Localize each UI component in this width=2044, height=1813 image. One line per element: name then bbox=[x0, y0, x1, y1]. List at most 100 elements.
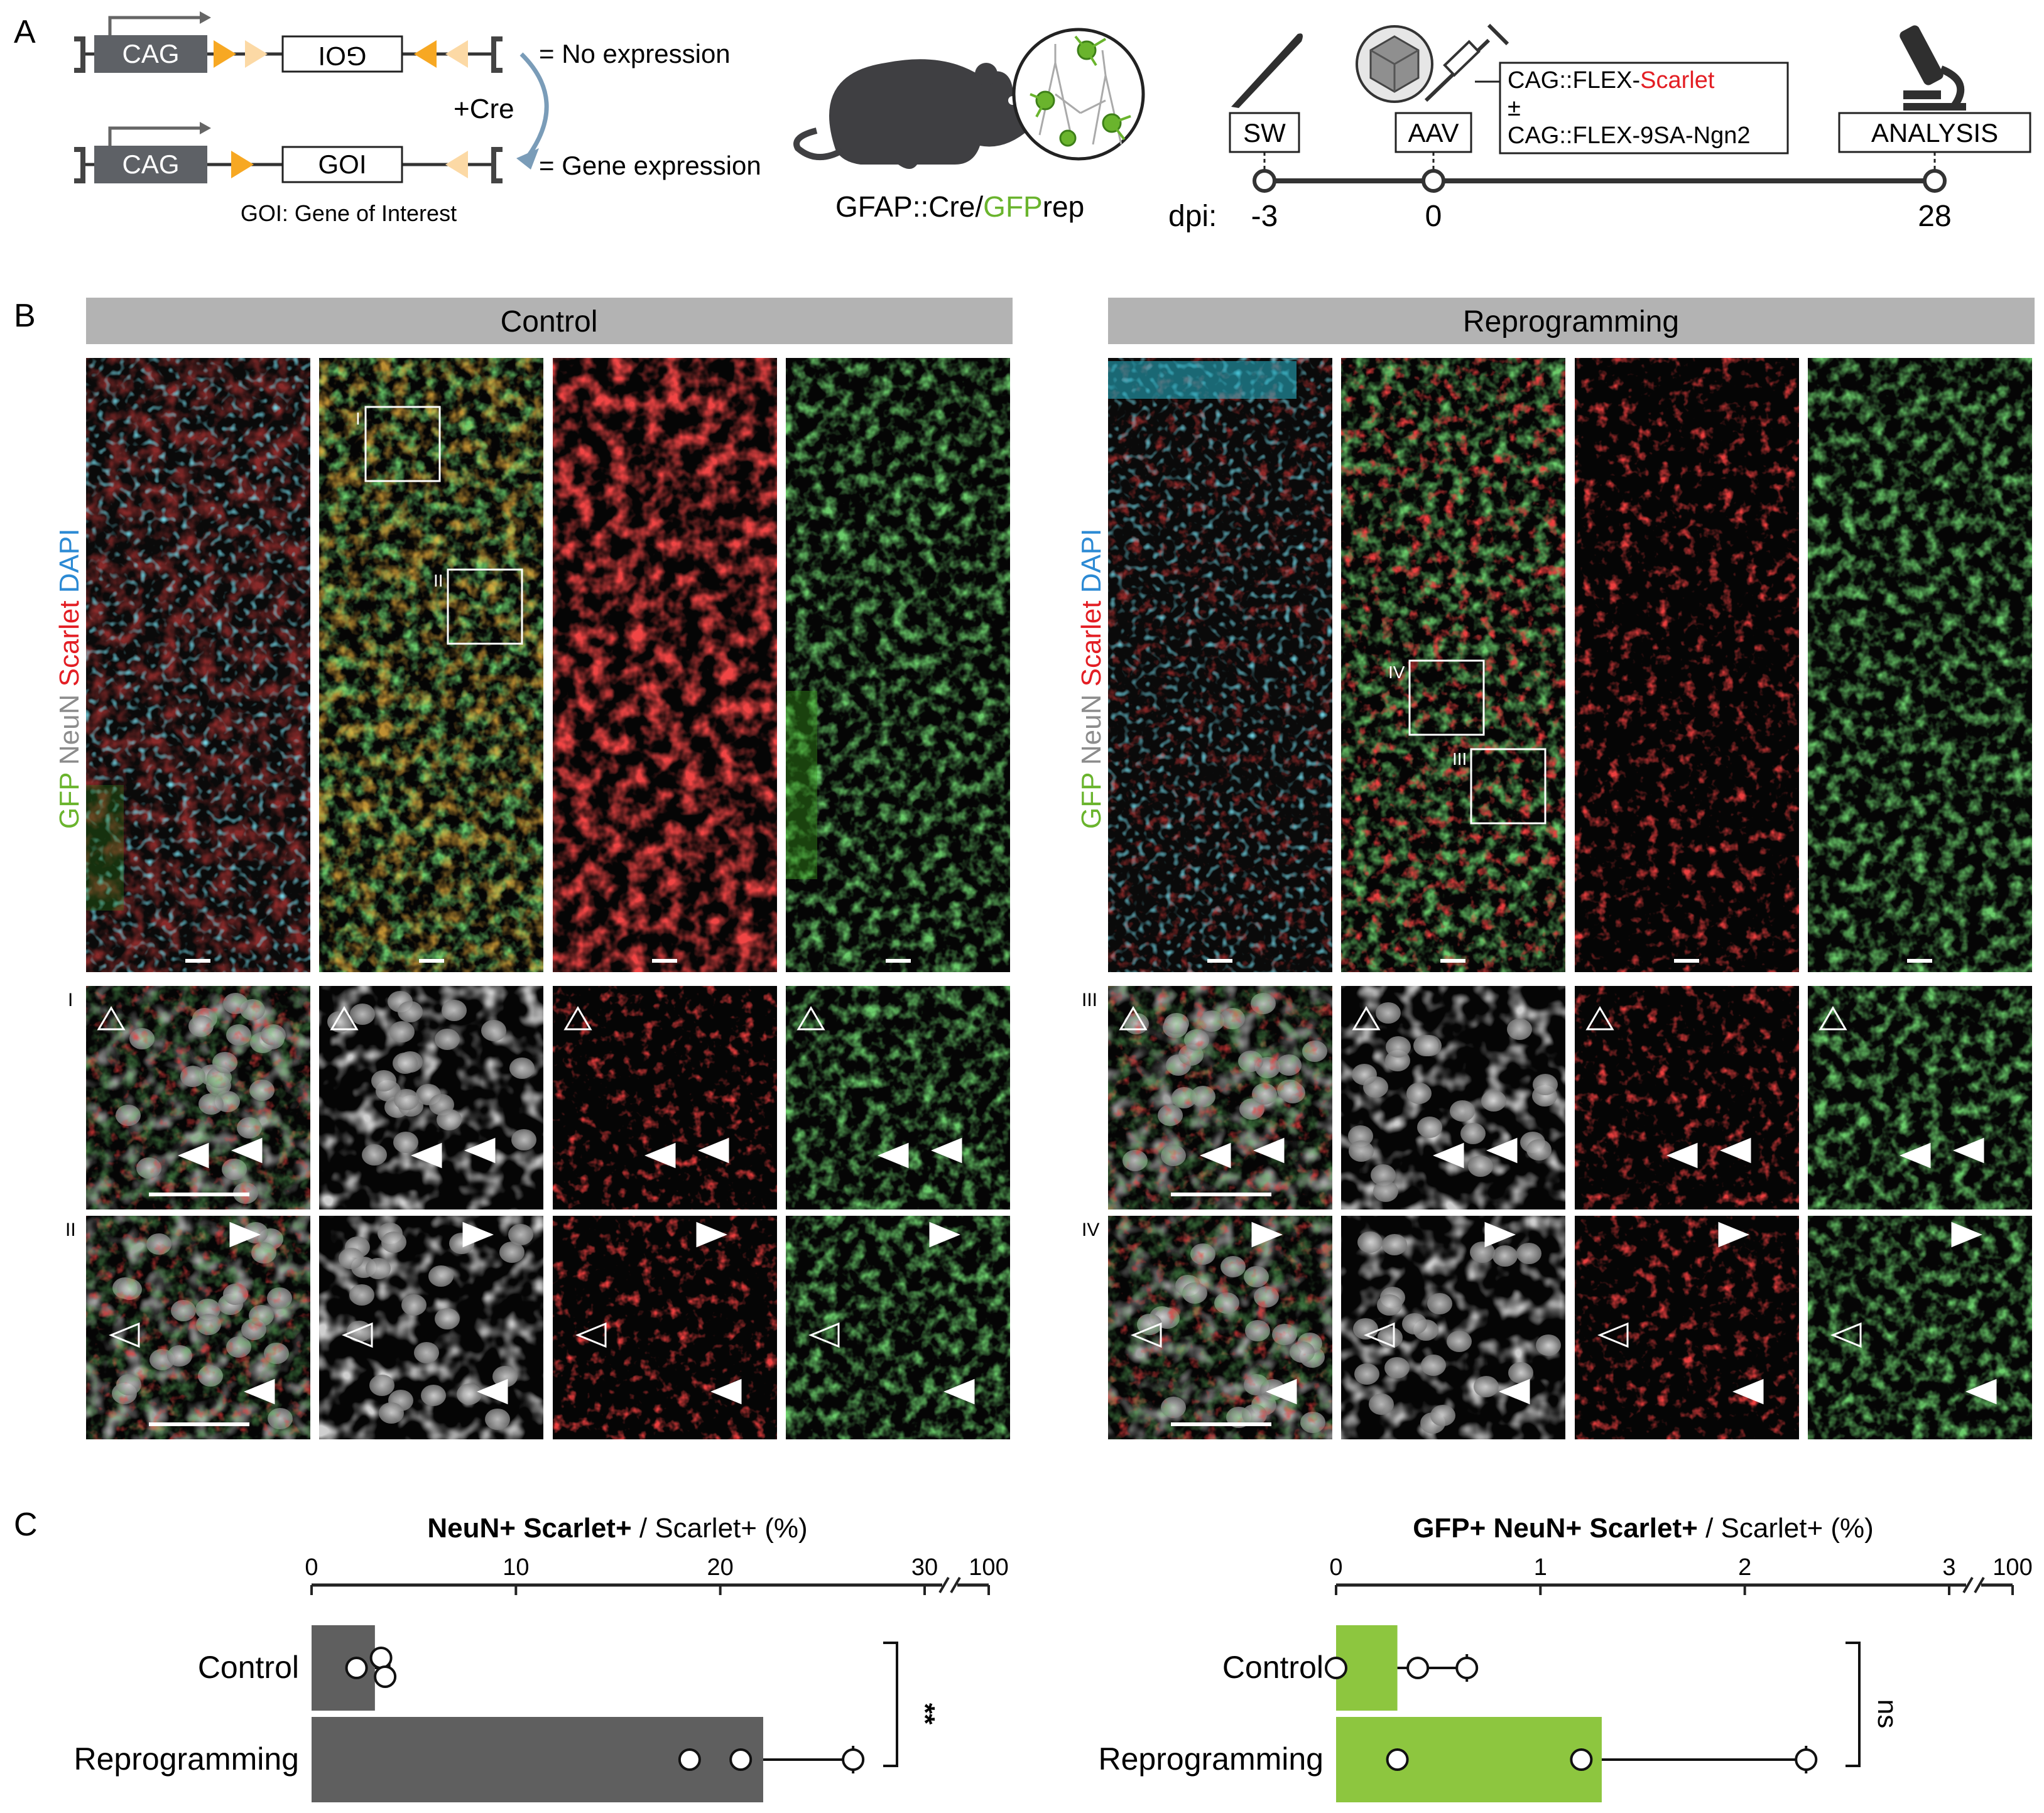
arrowhead-open-icon bbox=[1597, 1322, 1629, 1348]
arrowhead-open-icon bbox=[575, 1322, 607, 1348]
arrowhead-filled-icon bbox=[1433, 1142, 1464, 1169]
virus-icon bbox=[1356, 25, 1433, 103]
x-tick-label: 20 bbox=[707, 1554, 734, 1581]
arrowhead-open-icon bbox=[796, 1006, 825, 1031]
arrowhead-open-icon bbox=[1364, 1322, 1395, 1348]
goi-label: GOI bbox=[318, 149, 366, 179]
analysis-label: ANALYSIS bbox=[1871, 118, 1998, 148]
reprogramming-merge-image: IV III bbox=[1341, 358, 1565, 972]
control-merge-dapi-image bbox=[86, 358, 310, 972]
arrowhead-filled-icon bbox=[244, 1378, 275, 1405]
x-tick-label: 1 bbox=[1534, 1554, 1547, 1581]
zoom-tile-neun bbox=[319, 986, 543, 1210]
mouse-icon bbox=[793, 59, 1032, 169]
row-label: I bbox=[68, 990, 73, 1010]
row-label: III bbox=[1082, 990, 1097, 1010]
control-title: Control bbox=[501, 305, 598, 338]
data-point bbox=[678, 1748, 701, 1771]
dpi-label: dpi: bbox=[1168, 200, 1217, 233]
cag-label: CAG bbox=[122, 39, 179, 68]
arrowhead-filled-icon bbox=[1720, 1137, 1751, 1164]
reprogramming-scarlet-image bbox=[1575, 358, 1799, 972]
arrowhead-open-icon bbox=[342, 1322, 373, 1348]
panel-label-a: A bbox=[14, 14, 36, 50]
arrowhead-filled-icon bbox=[931, 1137, 962, 1164]
virus-line1: CAG::FLEX-Scarlet bbox=[1508, 67, 1715, 94]
aav-label: AAV bbox=[1408, 118, 1459, 148]
cag-promoter bbox=[94, 35, 207, 73]
data-point bbox=[1386, 1748, 1409, 1771]
arrowhead-filled-icon bbox=[1200, 1142, 1231, 1169]
zoom-tile-green bbox=[1808, 1216, 2032, 1439]
cag-label-2: CAG bbox=[122, 149, 179, 179]
x-tick-label: 0 bbox=[305, 1554, 318, 1581]
reprogramming-merge-dapi-image bbox=[1108, 358, 1332, 972]
data-point bbox=[1406, 1657, 1430, 1679]
mouse-genotype-label: GFAP::Cre/GFPrep bbox=[835, 190, 1084, 223]
roi-box bbox=[1470, 748, 1547, 825]
chart-neun-scarlet: NeuN+ Scarlet+ / Scarlet+ (%) 0 10 20 30 100… bbox=[74, 1513, 1009, 1802]
roi-box bbox=[1408, 659, 1485, 736]
x-tick-label: 10 bbox=[503, 1554, 529, 1581]
arrowhead-filled-icon bbox=[229, 1221, 261, 1248]
arrowhead-filled-icon bbox=[1953, 1137, 1984, 1164]
panel-c: C NeuN+ Scarlet+ / Scarlet+ (%) 0 10 20 30 1… bbox=[14, 1507, 2033, 1802]
arrowhead-filled-icon bbox=[1484, 1221, 1516, 1248]
arrowhead-filled-icon bbox=[1732, 1378, 1764, 1405]
arrowhead-filled-icon bbox=[1486, 1137, 1518, 1164]
data-point bbox=[369, 1647, 393, 1669]
dpi-tick: 0 bbox=[1425, 200, 1442, 233]
arrowhead-open-icon bbox=[808, 1322, 840, 1348]
arrowhead-filled-icon bbox=[698, 1137, 729, 1164]
scalpel-icon bbox=[1231, 33, 1303, 109]
roi-box bbox=[364, 406, 441, 482]
arrowhead-filled-icon bbox=[644, 1142, 676, 1169]
arrowhead-filled-icon bbox=[878, 1142, 909, 1169]
data-point bbox=[729, 1748, 753, 1771]
x-tick-label: 30 bbox=[911, 1554, 938, 1581]
loxp-icon bbox=[214, 40, 236, 68]
control-header bbox=[86, 298, 1013, 344]
promoter-arrow-icon bbox=[108, 16, 200, 35]
zoom-tile-neun bbox=[1341, 1216, 1565, 1439]
panel-b: B Control Reprogramming GFP NeuN Scarlet… bbox=[14, 298, 2035, 1439]
arrowhead-open-icon bbox=[1119, 1006, 1148, 1031]
channel-legend-control: GFP NeuN Scarlet DAPI bbox=[54, 528, 85, 829]
category-label: Reprogramming bbox=[1099, 1741, 1324, 1777]
data-point bbox=[374, 1665, 397, 1688]
cre-arrow-icon bbox=[519, 52, 549, 159]
dpi-tick: -3 bbox=[1251, 200, 1278, 233]
reprogramming-title: Reprogramming bbox=[1463, 305, 1679, 338]
zoom-tile-merge bbox=[1108, 986, 1332, 1210]
syringe-icon bbox=[1424, 23, 1509, 102]
reprogramming-gfp-image bbox=[1808, 358, 2032, 972]
category-label: Reprogramming bbox=[74, 1741, 299, 1777]
goi-inverted-label: GOI bbox=[318, 41, 366, 71]
panel-label-c: C bbox=[14, 1507, 38, 1543]
data-point bbox=[842, 1748, 865, 1771]
panel-a: A CAG GOI = No expression +Cre C bbox=[14, 11, 2031, 233]
arrowhead-filled-icon bbox=[1499, 1378, 1530, 1405]
zoom-tile-merge bbox=[1108, 1216, 1332, 1439]
zoom-tile-merge bbox=[86, 1216, 310, 1439]
sw-label: SW bbox=[1243, 118, 1286, 148]
itr-right-icon bbox=[491, 36, 503, 73]
astrocyte-circle-icon bbox=[1012, 28, 1145, 161]
zoom-tile-merge bbox=[86, 986, 310, 1210]
roi-box bbox=[447, 568, 523, 645]
significance-label: ns bbox=[1872, 1699, 1903, 1728]
roi-label: II bbox=[433, 571, 443, 590]
chart-title: NeuN+ Scarlet+ / Scarlet+ (%) bbox=[427, 1513, 807, 1544]
category-label: Control bbox=[1222, 1650, 1324, 1685]
data-point bbox=[1795, 1748, 1818, 1771]
row-label: II bbox=[65, 1220, 76, 1240]
arrowhead-open-icon bbox=[1585, 1006, 1614, 1031]
significance-bracket bbox=[1846, 1642, 1861, 1767]
x-tick-label: 100 bbox=[1992, 1554, 2032, 1581]
bar bbox=[1336, 1717, 1602, 1802]
zoom-tiles bbox=[86, 986, 2032, 1439]
arrowhead-open-icon bbox=[97, 1006, 126, 1031]
reprogramming-header bbox=[1108, 298, 2035, 344]
virus-line2: CAG::FLEX-9SA-Ngn2 bbox=[1508, 122, 1750, 149]
